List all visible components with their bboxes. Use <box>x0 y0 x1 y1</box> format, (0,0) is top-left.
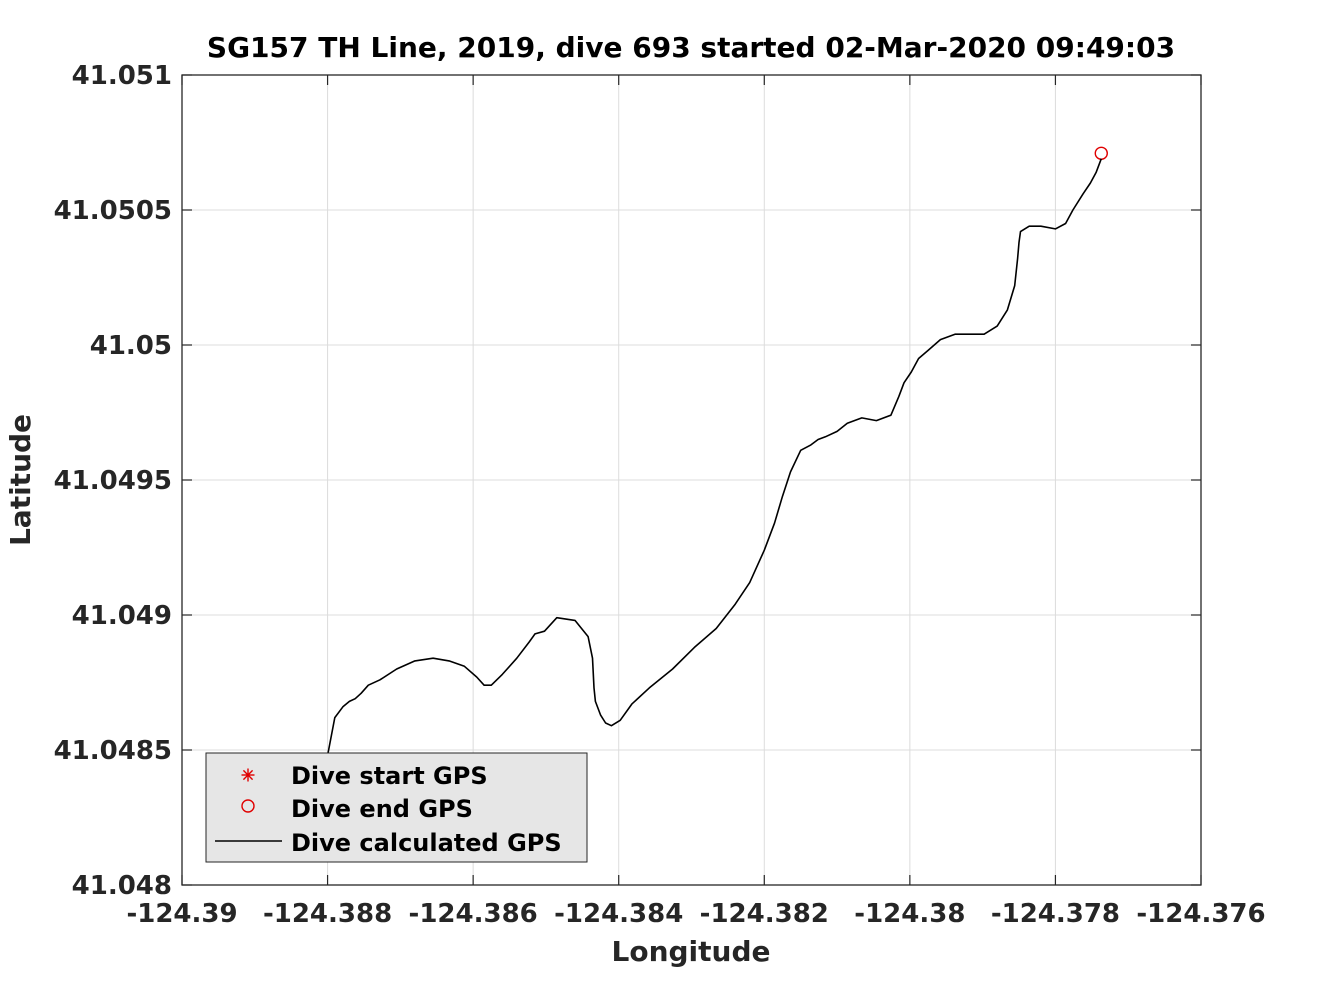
legend-label-dive-calculated: Dive calculated GPS <box>291 829 562 857</box>
y-tick-label: 41.0495 <box>54 466 172 496</box>
chart-title: SG157 TH Line, 2019, dive 693 started 02… <box>207 31 1175 64</box>
x-tick-label: -124.382 <box>700 899 829 929</box>
plot-frame <box>181 74 1202 886</box>
x-tick-label: -124.388 <box>263 899 392 929</box>
x-tick-labels: -124.39 -124.388 -124.386 -124.384 -124.382-… <box>126 899 1265 929</box>
y-tick-label: 41.049 <box>72 601 172 631</box>
x-tick-label: -124.378 <box>991 899 1120 929</box>
x-tick-label: -124.376 <box>1136 899 1265 929</box>
x-tick-label: -124.39 <box>126 899 237 929</box>
y-tick-label: 41.0485 <box>54 736 172 766</box>
y-axis-label: Latitude <box>4 414 37 546</box>
y-tick-label: 41.051 <box>72 61 172 91</box>
x-tick-label: -124.386 <box>409 899 538 929</box>
y-tick-label: 41.048 <box>72 871 172 901</box>
legend: Dive start GPS Dive end GPS Dive calcula… <box>205 752 588 863</box>
dive-calculated-gps-line <box>238 158 1103 862</box>
legend-label-dive-end: Dive end GPS <box>291 795 473 823</box>
legend-box <box>205 752 588 863</box>
y-tick-labels: 41.048 41.0485 41.049 41.0495 41.05 41.0505 41… <box>54 61 172 901</box>
legend-symbol-dive-end <box>241 799 255 813</box>
y-tick-label: 41.05 <box>90 331 172 361</box>
legend-label-dive-start: Dive start GPS <box>291 762 488 790</box>
legend-symbols <box>215 768 282 842</box>
x-axis-label: Longitude <box>611 935 770 968</box>
star-stroke <box>242 769 254 781</box>
x-tick-label: -124.384 <box>554 899 683 929</box>
legend-symbol-dive-start <box>241 768 255 782</box>
x-tick-label: -124.38 <box>854 899 965 929</box>
y-tick-label: 41.0505 <box>54 196 172 226</box>
